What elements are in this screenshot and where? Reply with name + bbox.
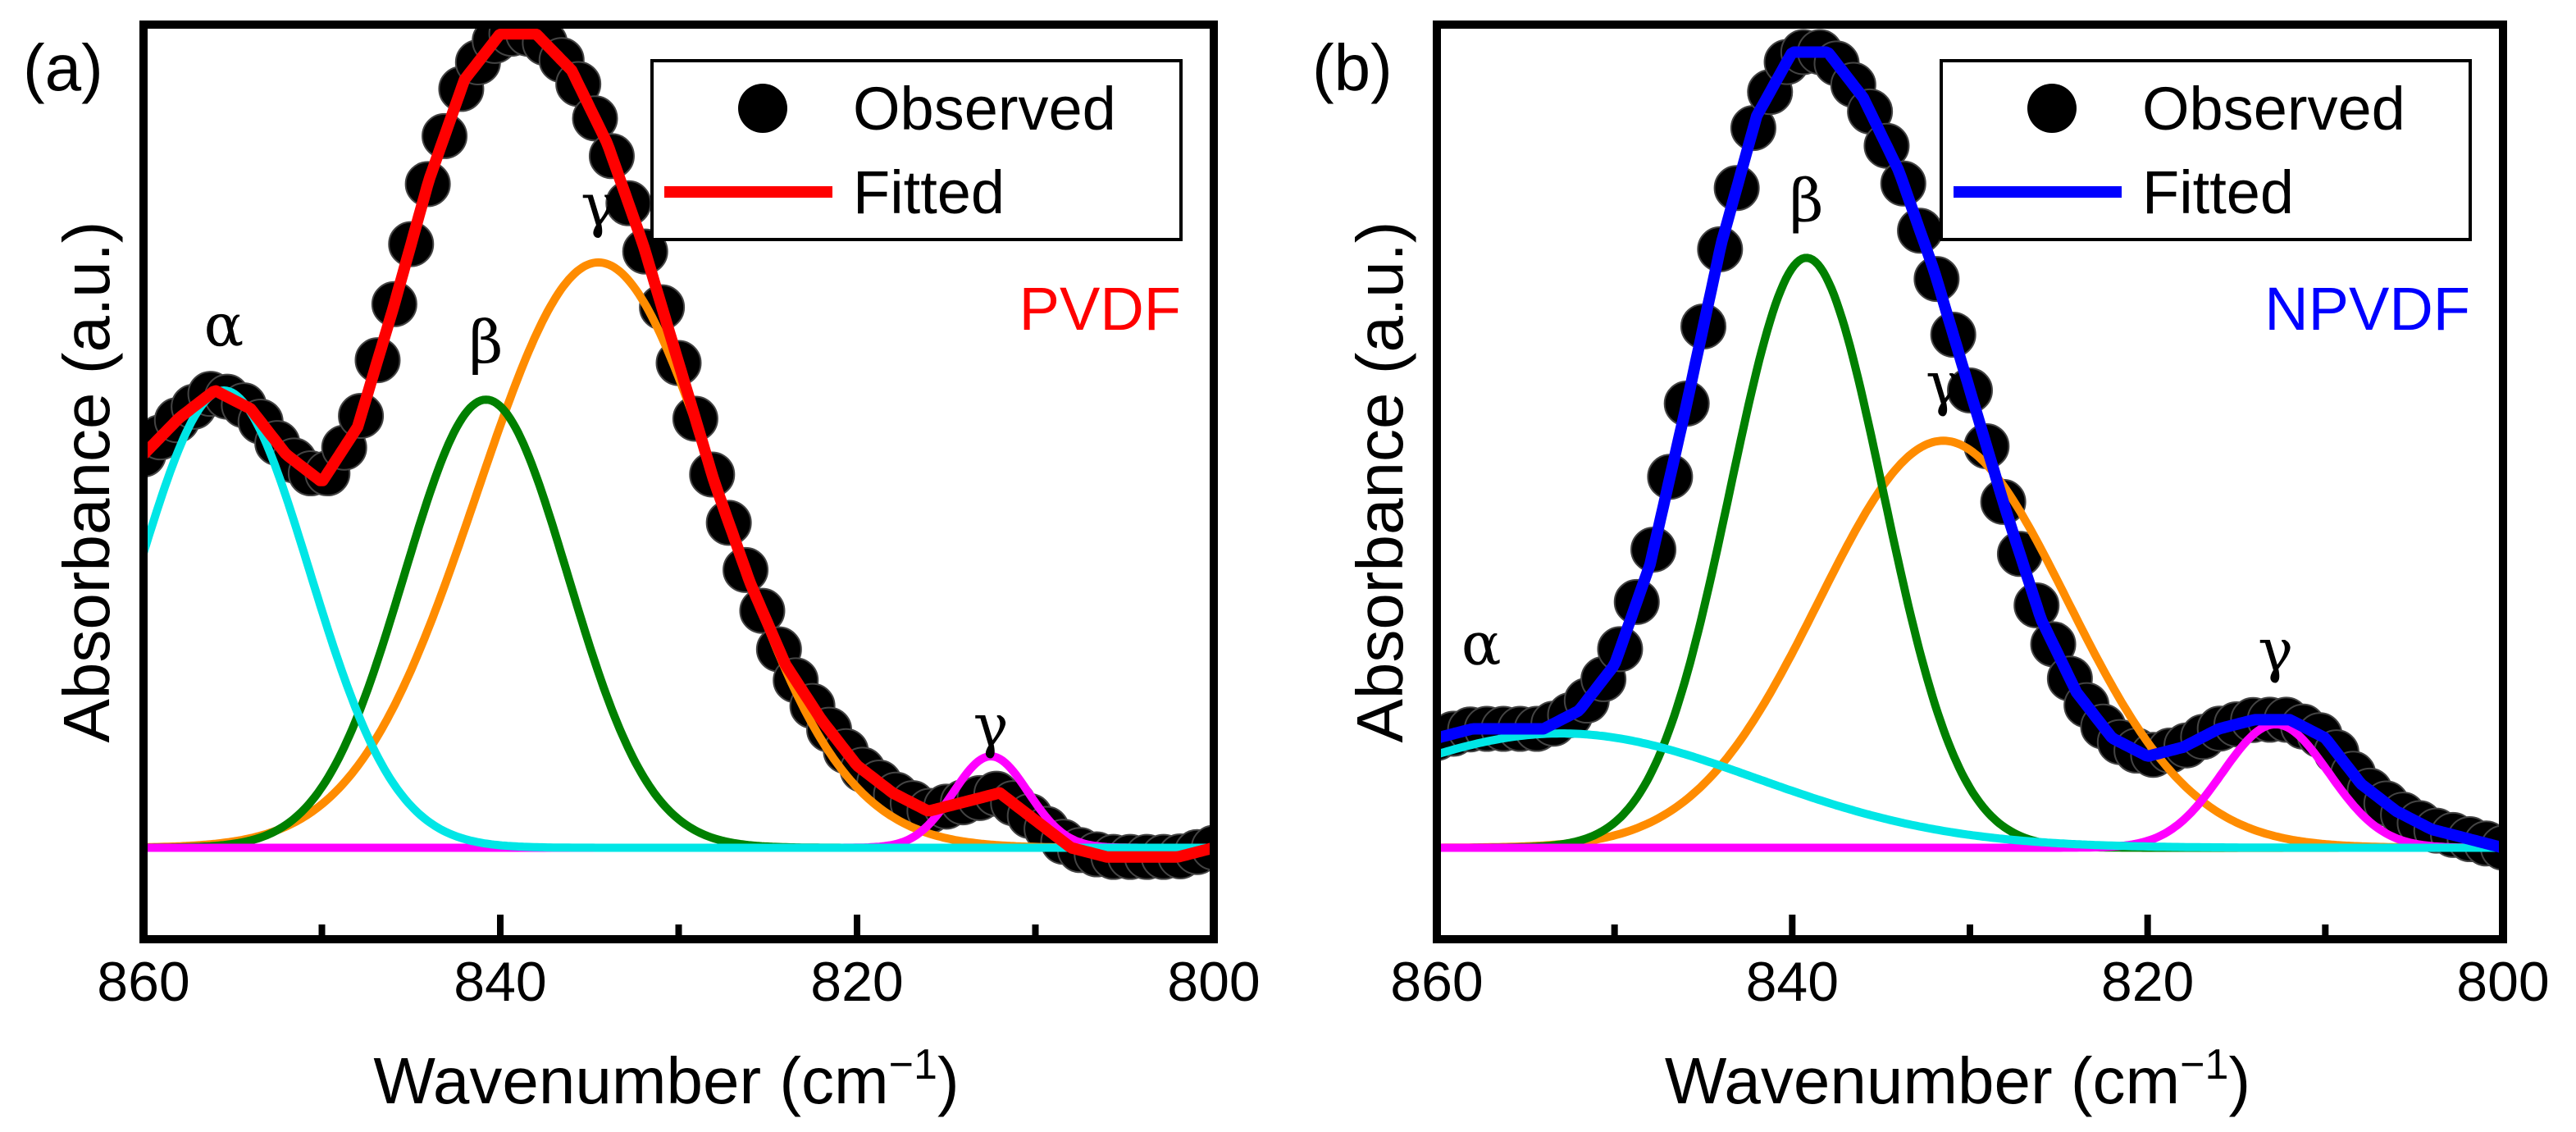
- x-tick-label: 800: [1167, 951, 1260, 1013]
- x-tick-label: 820: [2101, 951, 2194, 1013]
- plot-area: [144, 25, 1214, 880]
- x-axis-label-sup: −1: [889, 1041, 937, 1089]
- legend-observed-label: Observed: [2142, 75, 2405, 143]
- sample-label: PVDF: [1019, 275, 1181, 343]
- fitted-curve: [144, 28, 1214, 863]
- legend-observed-label: Observed: [853, 75, 1116, 143]
- y-axis-label: Absorbance (a.u.): [1343, 221, 1416, 743]
- x-tick-label: 840: [454, 951, 546, 1013]
- panel-a: α β γ γ 860 840 820 800 Wavenumber (cm−1) Absorba…: [23, 21, 1261, 1117]
- peak-label: γ: [581, 171, 616, 240]
- plot-area: [1437, 29, 2503, 871]
- x-axis-label-main: Wavenumber (cm: [373, 1044, 888, 1117]
- legend-box: [1940, 59, 2472, 241]
- peak-label: γ: [1926, 349, 1961, 418]
- x-tick-label: 840: [1746, 951, 1839, 1013]
- legend-observed-marker: [738, 84, 787, 133]
- component-peaks: [1437, 253, 2503, 852]
- peak-label: β: [469, 308, 504, 377]
- x-axis-label-main: Wavenumber (cm: [1665, 1044, 2180, 1117]
- x-tick-label: 860: [97, 951, 189, 1013]
- sample-label: NPVDF: [2264, 275, 2470, 343]
- peak-label: β: [1790, 166, 1824, 235]
- peak-label: γ: [2258, 615, 2293, 684]
- x-tick-label: 860: [1390, 951, 1483, 1013]
- legend-fitted-label: Fitted: [853, 158, 1005, 226]
- peak-label: α: [1461, 609, 1502, 678]
- legend-observed-marker: [2027, 84, 2077, 133]
- fitted-curve: [1437, 46, 2503, 854]
- legend-box: [650, 59, 1183, 241]
- panel-label: (b): [1312, 31, 1393, 104]
- peak-curve: [1437, 729, 2503, 852]
- x-tick-label: 800: [2456, 951, 2549, 1013]
- peak-label: γ: [973, 691, 1009, 760]
- x-axis-label-sup: −1: [2180, 1041, 2228, 1089]
- peak-curve: [144, 386, 1214, 852]
- x-axis-label-close: ): [2228, 1044, 2250, 1117]
- y-axis-label: Absorbance (a.u.): [50, 221, 123, 743]
- legend: Observed Fitted: [1940, 59, 2472, 241]
- legend: Observed Fitted: [650, 59, 1183, 241]
- panel-label: (a): [23, 31, 103, 104]
- x-axis-label-close: ): [937, 1044, 960, 1117]
- legend-fitted-label: Fitted: [2142, 158, 2294, 226]
- peak-curve: [1437, 719, 2503, 852]
- x-axis-label: Wavenumber (cm−1): [1665, 1041, 2250, 1117]
- panel-b: α β γ γ 860 840 820 800 Wavenumber (cm−1) Absorba…: [1312, 21, 2550, 1117]
- peak-label: α: [204, 291, 244, 360]
- x-tick-label: 820: [810, 951, 903, 1013]
- x-axis-label: Wavenumber (cm−1): [373, 1041, 959, 1117]
